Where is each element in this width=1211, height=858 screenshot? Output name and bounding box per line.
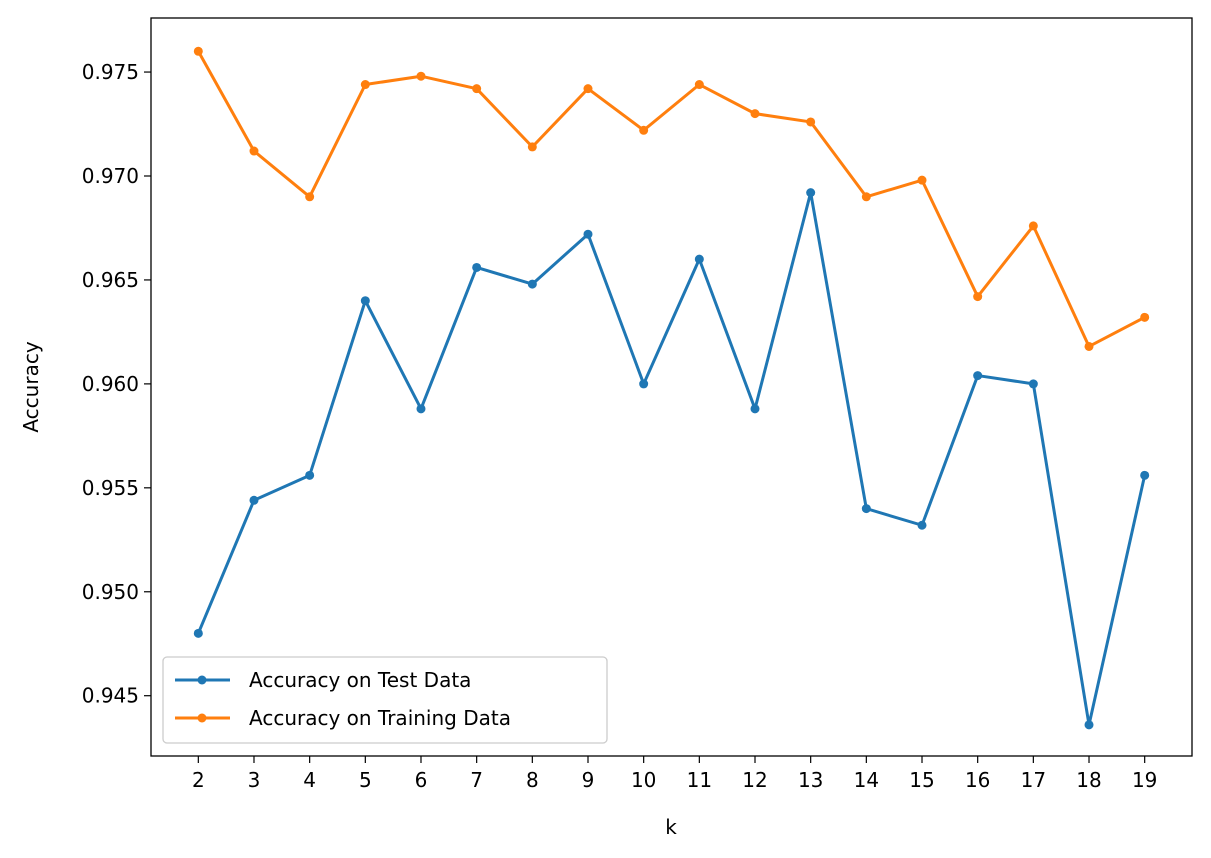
- y-axis: 0.945 0.950 0.955 0.960 0.965 0.970 0.975: [82, 60, 151, 708]
- legend-swatch-marker: [197, 713, 207, 723]
- x-tick-label: 14: [854, 768, 879, 792]
- x-tick-label: 11: [687, 768, 712, 792]
- data-point-training: [750, 109, 760, 119]
- data-point-test: [1140, 470, 1150, 480]
- legend-label: Accuracy on Test Data: [249, 668, 471, 692]
- data-point-training: [1140, 312, 1150, 322]
- data-point-training: [360, 80, 370, 90]
- y-tick-label: 0.950: [82, 580, 139, 604]
- x-axis: 2 3 4 5 6 7 8 9 10 11 12 13 14 15 16 17 18 19: [192, 756, 1157, 792]
- data-point-test: [861, 504, 871, 514]
- x-tick-label: 12: [742, 768, 767, 792]
- y-axis-label: Accuracy: [19, 341, 43, 432]
- x-tick-label: 15: [909, 768, 934, 792]
- legend-swatch-marker: [197, 675, 207, 685]
- data-point-test: [973, 371, 983, 381]
- data-point-training: [472, 84, 482, 94]
- x-tick-label: 10: [631, 768, 656, 792]
- data-point-training: [1084, 341, 1094, 351]
- data-point-training: [639, 125, 649, 135]
- data-point-test: [694, 254, 704, 264]
- series-layer: [193, 46, 1150, 730]
- data-point-training: [694, 80, 704, 90]
- data-point-test: [917, 520, 927, 530]
- x-tick-label: 3: [248, 768, 261, 792]
- x-tick-label: 19: [1132, 768, 1157, 792]
- x-tick-label: 4: [303, 768, 316, 792]
- data-point-training: [806, 117, 816, 127]
- x-tick-label: 5: [359, 768, 372, 792]
- x-tick-label: 2: [192, 768, 205, 792]
- axes-frame: [150, 17, 1193, 757]
- legend-box: [162, 656, 608, 744]
- legend: Accuracy on Test Data Accuracy on Trainin…: [162, 656, 608, 744]
- x-tick-label: 16: [965, 768, 990, 792]
- y-tick-label: 0.975: [82, 60, 139, 84]
- data-point-test: [527, 279, 537, 289]
- y-tick-label: 0.945: [82, 684, 139, 708]
- y-tick-label: 0.960: [82, 372, 139, 396]
- data-point-test: [1028, 379, 1038, 389]
- data-point-test: [416, 404, 426, 414]
- y-tick-label: 0.965: [82, 268, 139, 292]
- data-point-test: [360, 296, 370, 306]
- data-point-training: [527, 142, 537, 152]
- data-point-training: [249, 146, 259, 156]
- y-tick-label: 0.955: [82, 476, 139, 500]
- x-axis-label: k: [665, 815, 677, 839]
- data-point-training: [917, 175, 927, 185]
- data-point-training: [305, 192, 315, 202]
- series-line-test: [196, 191, 1147, 727]
- data-point-test: [305, 470, 315, 480]
- data-point-test: [193, 628, 203, 638]
- x-tick-label: 6: [415, 768, 428, 792]
- data-point-training: [861, 192, 871, 202]
- x-tick-label: 8: [526, 768, 539, 792]
- data-point-test: [750, 404, 760, 414]
- data-point-test: [249, 495, 259, 505]
- y-tick-label: 0.970: [82, 164, 139, 188]
- data-point-training: [973, 292, 983, 302]
- data-point-training: [583, 84, 593, 94]
- x-tick-label: 13: [798, 768, 823, 792]
- data-point-training: [1028, 221, 1038, 231]
- data-point-test: [806, 188, 816, 198]
- x-tick-label: 18: [1076, 768, 1101, 792]
- data-point-test: [639, 379, 649, 389]
- data-point-test: [472, 262, 482, 272]
- legend-label: Accuracy on Training Data: [249, 706, 511, 730]
- data-point-test: [1084, 720, 1094, 730]
- x-tick-label: 9: [582, 768, 595, 792]
- data-point-training: [416, 71, 426, 81]
- data-point-test: [583, 229, 593, 239]
- data-point-training: [193, 46, 203, 56]
- series-line-training: [196, 49, 1147, 348]
- x-tick-label: 7: [470, 768, 483, 792]
- x-tick-label: 17: [1021, 768, 1046, 792]
